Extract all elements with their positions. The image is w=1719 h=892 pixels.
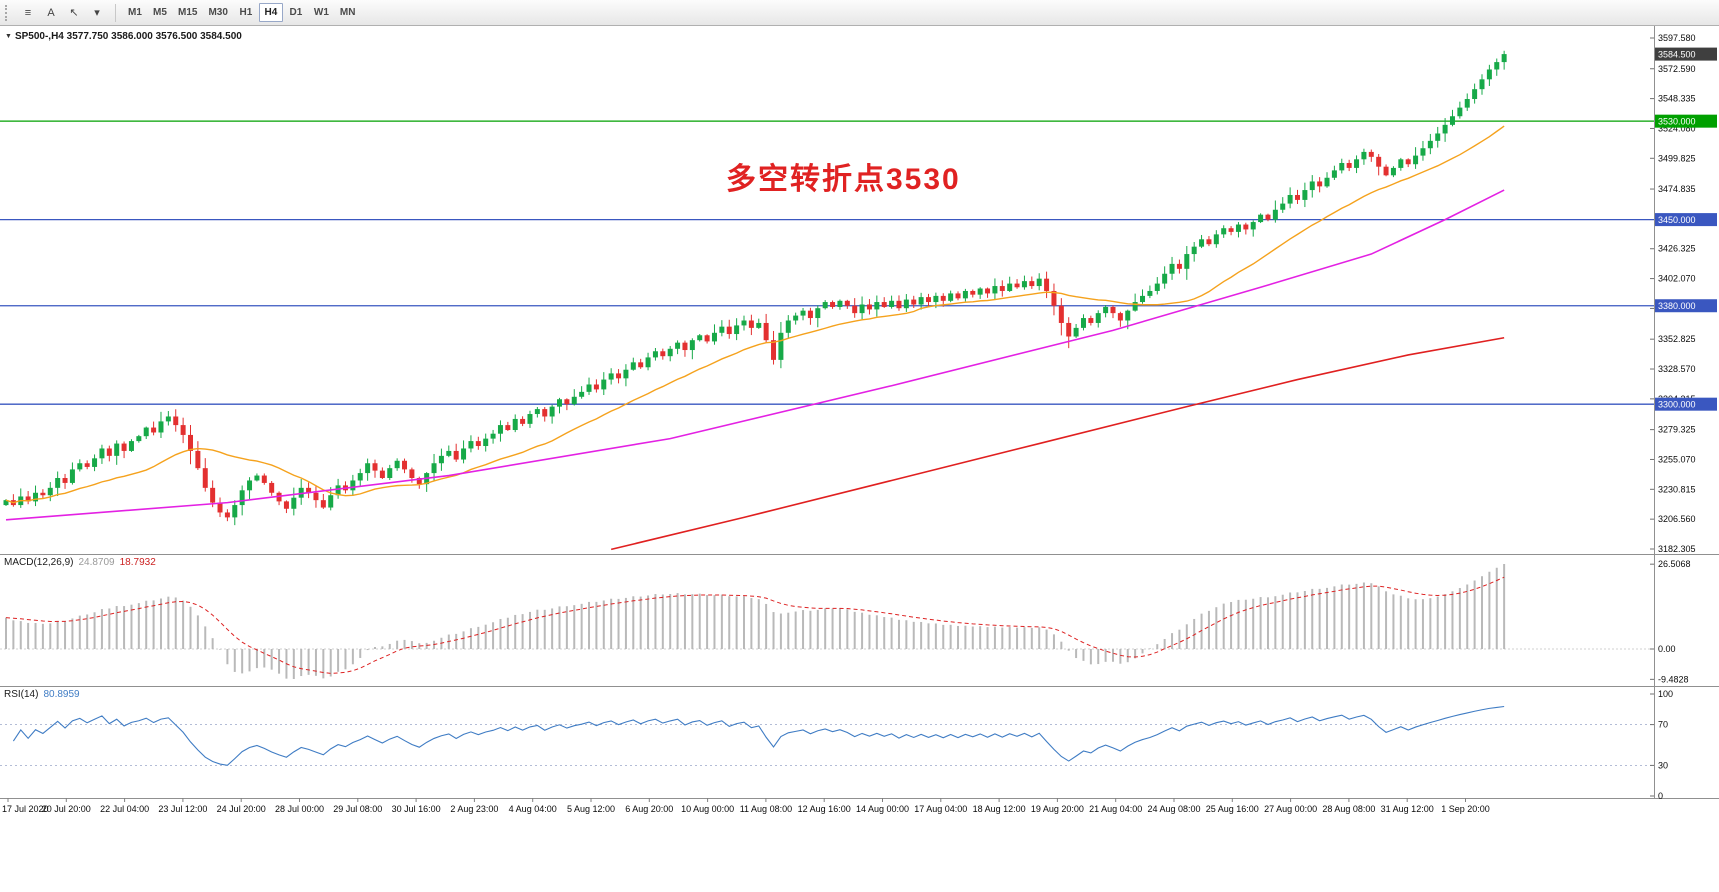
svg-text:100: 100 (1658, 689, 1673, 699)
toolbar-grip[interactable] (5, 4, 11, 21)
chart-window: 3597.580 3572.590 3548.335 3524.080 3499.825… (0, 26, 1719, 892)
svg-text:1 Sep 20:00: 1 Sep 20:00 (1441, 804, 1490, 814)
svg-text:3548.335: 3548.335 (1658, 94, 1696, 104)
svg-text:3279.325: 3279.325 (1658, 425, 1696, 435)
svg-text:24 Aug 08:00: 24 Aug 08:00 (1147, 804, 1200, 814)
toolbar: ≡ A ↖ ▾ M1 M5 M15 M30 H1 H4 D1 W1 MN (0, 0, 1719, 26)
timeframe-w1-button[interactable]: W1 (309, 3, 334, 22)
svg-text:3206.560: 3206.560 (1658, 514, 1696, 524)
svg-text:5 Aug 12:00: 5 Aug 12:00 (567, 804, 615, 814)
svg-text:70: 70 (1658, 720, 1668, 730)
timeframe-m1-button[interactable]: M1 (123, 3, 147, 22)
svg-text:3474.835: 3474.835 (1658, 184, 1696, 194)
svg-text:23 Jul 12:00: 23 Jul 12:00 (158, 804, 207, 814)
timeframe-d1-button[interactable]: D1 (284, 3, 308, 22)
svg-text:11 Aug 08:00: 11 Aug 08:00 (740, 804, 792, 814)
svg-text:20 Jul 20:00: 20 Jul 20:00 (42, 804, 91, 814)
toolbar-separator (115, 3, 116, 22)
timeframe-h4-button[interactable]: H4 (258, 3, 283, 22)
macd-indicator-label: MACD(12,26,9) 24.8709 18.7932 (4, 557, 156, 568)
timeframe-h1-button[interactable]: H1 (234, 3, 258, 22)
symbol-ohlc-values: 3577.750 3586.000 3576.500 3584.500 (66, 31, 242, 42)
svg-text:4 Aug 04:00: 4 Aug 04:00 (509, 804, 557, 814)
svg-text:0: 0 (1658, 791, 1663, 801)
svg-text:3352.825: 3352.825 (1658, 334, 1696, 344)
svg-text:3530.000: 3530.000 (1658, 117, 1696, 127)
timeframe-m30-button[interactable]: M30 (203, 3, 232, 22)
svg-text:3426.325: 3426.325 (1658, 244, 1696, 254)
svg-text:30 Jul 16:00: 30 Jul 16:00 (392, 804, 441, 814)
svg-text:19 Aug 20:00: 19 Aug 20:00 (1031, 804, 1084, 814)
svg-text:10 Aug 00:00: 10 Aug 00:00 (681, 804, 734, 814)
svg-text:27 Aug 00:00: 27 Aug 00:00 (1264, 804, 1317, 814)
svg-text:30: 30 (1658, 760, 1668, 770)
svg-text:3230.815: 3230.815 (1658, 484, 1696, 494)
svg-text:29 Jul 08:00: 29 Jul 08:00 (333, 804, 382, 814)
rsi-title: RSI(14) (4, 689, 39, 700)
macd-title: MACD(12,26,9) (4, 557, 74, 568)
timeframe-m15-button[interactable]: M15 (173, 3, 202, 22)
svg-text:28 Aug 08:00: 28 Aug 08:00 (1322, 804, 1375, 814)
chevron-down-icon[interactable]: ▾ (86, 3, 108, 23)
svg-text:17 Jul 2020: 17 Jul 2020 (2, 804, 49, 814)
chart-menu-icon[interactable]: ≡ (17, 3, 39, 23)
timeframe-m5-button[interactable]: M5 (148, 3, 172, 22)
svg-text:25 Aug 16:00: 25 Aug 16:00 (1206, 804, 1259, 814)
svg-text:3182.305: 3182.305 (1658, 544, 1696, 554)
macd-value: 24.8709 (78, 557, 115, 568)
svg-text:-9.4828: -9.4828 (1658, 674, 1689, 684)
symbol-ohlc-line: ▼ SP500-,H4 3577.750 3586.000 3576.500 35… (5, 31, 242, 42)
text-tool-button[interactable]: A (40, 3, 62, 23)
symbol-dropdown-icon[interactable]: ▼ (5, 33, 12, 40)
svg-text:21 Aug 04:00: 21 Aug 04:00 (1089, 804, 1142, 814)
svg-text:22 Jul 04:00: 22 Jul 04:00 (100, 804, 149, 814)
svg-text:14 Aug 00:00: 14 Aug 00:00 (856, 804, 909, 814)
timeframe-mn-button[interactable]: MN (335, 3, 361, 22)
svg-text:3572.590: 3572.590 (1658, 64, 1696, 74)
macd-signal-value: 18.7932 (119, 557, 156, 568)
svg-text:3499.825: 3499.825 (1658, 153, 1696, 163)
svg-text:17 Aug 04:00: 17 Aug 04:00 (914, 804, 967, 814)
svg-text:3524.080: 3524.080 (1658, 123, 1696, 133)
cursor-tool-icon[interactable]: ↖ (63, 3, 85, 23)
svg-text:3380.000: 3380.000 (1658, 301, 1696, 311)
svg-text:2 Aug 23:00: 2 Aug 23:00 (450, 804, 498, 814)
svg-text:26.5068: 26.5068 (1658, 559, 1691, 569)
rsi-value: 80.8959 (43, 689, 80, 700)
svg-text:3597.580: 3597.580 (1658, 33, 1696, 43)
svg-text:12 Aug 16:00: 12 Aug 16:00 (798, 804, 851, 814)
symbol-name: SP500-,H4 (14, 31, 64, 42)
svg-text:31 Aug 12:00: 31 Aug 12:00 (1381, 804, 1434, 814)
annotation-text: 多空转折点3530 (726, 163, 961, 196)
chart-canvas[interactable]: 3597.580 3572.590 3548.335 3524.080 3499.825… (0, 26, 1719, 820)
rsi-indicator-label: RSI(14) 80.8959 (4, 689, 80, 700)
svg-text:3584.500: 3584.500 (1658, 50, 1696, 60)
svg-text:24 Jul 20:00: 24 Jul 20:00 (217, 804, 266, 814)
svg-text:3450.000: 3450.000 (1658, 215, 1696, 225)
svg-text:3328.570: 3328.570 (1658, 364, 1696, 374)
svg-text:3255.070: 3255.070 (1658, 454, 1696, 464)
svg-text:6 Aug 20:00: 6 Aug 20:00 (625, 804, 673, 814)
svg-text:18 Aug 12:00: 18 Aug 12:00 (973, 804, 1026, 814)
svg-text:28 Jul 00:00: 28 Jul 00:00 (275, 804, 324, 814)
svg-text:3300.000: 3300.000 (1658, 400, 1696, 410)
svg-text:3402.070: 3402.070 (1658, 274, 1696, 284)
svg-text:0.00: 0.00 (1658, 644, 1676, 654)
